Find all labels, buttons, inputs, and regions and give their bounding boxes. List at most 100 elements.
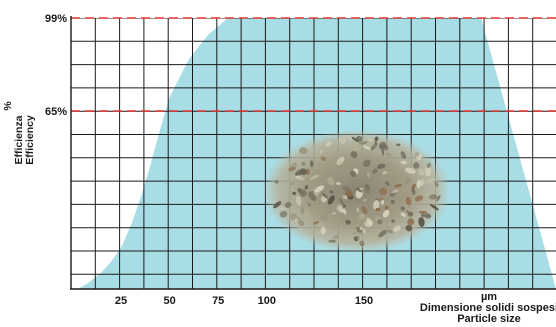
pebble xyxy=(339,137,347,144)
pebble xyxy=(295,172,299,177)
pebble xyxy=(307,203,311,207)
pebble xyxy=(342,172,349,180)
pebble xyxy=(361,233,368,241)
pebble xyxy=(411,183,416,190)
pebble xyxy=(429,194,438,200)
pebble xyxy=(320,156,327,161)
pebble xyxy=(425,178,436,183)
pebble xyxy=(359,226,363,230)
suspended-solids-photo xyxy=(263,129,451,253)
y-axis-title-en: Efficiency xyxy=(24,115,36,165)
pebble xyxy=(327,195,335,205)
pebble xyxy=(314,185,325,193)
y-axis-title-it: Efficienza xyxy=(13,115,25,164)
pebble xyxy=(279,211,288,218)
pebble xyxy=(319,150,323,154)
pebble xyxy=(345,190,353,197)
pebble xyxy=(418,211,427,214)
pebble xyxy=(405,177,411,185)
pebble xyxy=(386,152,392,157)
pebble xyxy=(304,185,309,190)
pebble xyxy=(434,181,439,188)
pebble xyxy=(426,162,432,169)
pebble xyxy=(331,212,337,215)
pebble xyxy=(359,240,365,247)
pebble xyxy=(301,161,306,166)
pebble xyxy=(379,187,387,196)
pebble xyxy=(377,219,383,225)
x-axis-title-it: Dimensione solidi sospesi xyxy=(420,302,556,314)
pebble xyxy=(418,179,425,186)
pebble xyxy=(303,210,310,217)
pebble xyxy=(299,189,307,197)
pebble xyxy=(373,200,380,210)
pebble xyxy=(404,167,416,174)
pebble xyxy=(342,186,352,192)
pebble xyxy=(400,206,405,211)
pebble xyxy=(329,190,334,194)
pebble xyxy=(350,151,358,159)
pebble xyxy=(273,201,282,209)
pebble xyxy=(382,204,386,210)
reference-label-99: 99% xyxy=(45,13,67,25)
pebble xyxy=(391,219,395,223)
pebble xyxy=(336,204,344,212)
pebble xyxy=(339,198,346,207)
x-tick-label: 150 xyxy=(355,295,373,307)
pebble xyxy=(289,212,297,221)
pebble xyxy=(321,192,328,199)
pebble xyxy=(407,218,415,226)
pebble xyxy=(336,156,345,166)
pebble xyxy=(436,194,441,202)
pebble xyxy=(299,168,307,176)
pebble xyxy=(418,169,425,176)
pebble xyxy=(362,145,371,150)
pebble xyxy=(320,227,327,235)
pebble xyxy=(374,136,378,145)
x-tick-labels: 25 50 75 100 150 xyxy=(115,295,373,307)
pebble xyxy=(292,191,297,196)
pebble xyxy=(363,198,367,202)
pebble xyxy=(414,195,424,202)
pebble xyxy=(366,217,373,226)
pebble xyxy=(377,163,386,169)
pebble xyxy=(309,190,314,196)
pebble xyxy=(424,166,432,177)
x-tick-label: 75 xyxy=(212,295,224,307)
pebble xyxy=(405,197,412,206)
pebble xyxy=(362,228,366,234)
pebble xyxy=(405,224,413,232)
pebble xyxy=(367,171,370,178)
pebble xyxy=(356,187,363,193)
x-tick-label: 25 xyxy=(115,295,127,307)
pebble xyxy=(309,174,320,180)
x-tick-label: 100 xyxy=(258,295,276,307)
pebble xyxy=(379,141,387,149)
pebble xyxy=(370,142,378,151)
pebble xyxy=(327,176,335,186)
pebble xyxy=(345,219,351,225)
pebble xyxy=(359,141,368,145)
pebble xyxy=(380,199,385,205)
pebble xyxy=(400,160,407,165)
pebble xyxy=(351,136,359,142)
pebble xyxy=(319,214,328,222)
pebble xyxy=(390,199,395,205)
pebble xyxy=(358,213,366,220)
pebble xyxy=(364,187,371,194)
pebble xyxy=(295,175,305,181)
pebble xyxy=(375,207,381,212)
pebble xyxy=(429,203,439,211)
pebble xyxy=(336,169,342,177)
pebble xyxy=(278,207,288,210)
pebble xyxy=(350,170,357,177)
pebble xyxy=(414,152,420,157)
pebble xyxy=(284,201,292,209)
pebble xyxy=(309,160,314,168)
pebble xyxy=(361,206,368,215)
y-axis-title-unit: % xyxy=(2,101,14,111)
pebble xyxy=(274,179,279,184)
pebble xyxy=(289,182,296,186)
pebble xyxy=(352,232,357,235)
